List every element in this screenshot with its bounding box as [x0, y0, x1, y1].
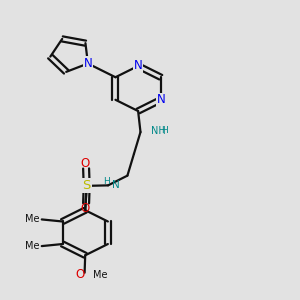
Text: N: N — [112, 180, 119, 190]
Text: O: O — [80, 202, 89, 215]
Text: N: N — [156, 93, 165, 106]
Text: Me: Me — [25, 214, 39, 224]
Text: NH: NH — [151, 126, 166, 136]
Text: H: H — [103, 177, 110, 186]
Text: O: O — [80, 157, 89, 170]
Text: Me: Me — [25, 241, 39, 251]
Text: N: N — [83, 57, 92, 70]
Text: H: H — [161, 126, 167, 135]
Text: S: S — [82, 179, 91, 192]
Text: O: O — [76, 268, 85, 281]
Text: Me: Me — [93, 270, 107, 280]
Text: N: N — [134, 59, 142, 73]
